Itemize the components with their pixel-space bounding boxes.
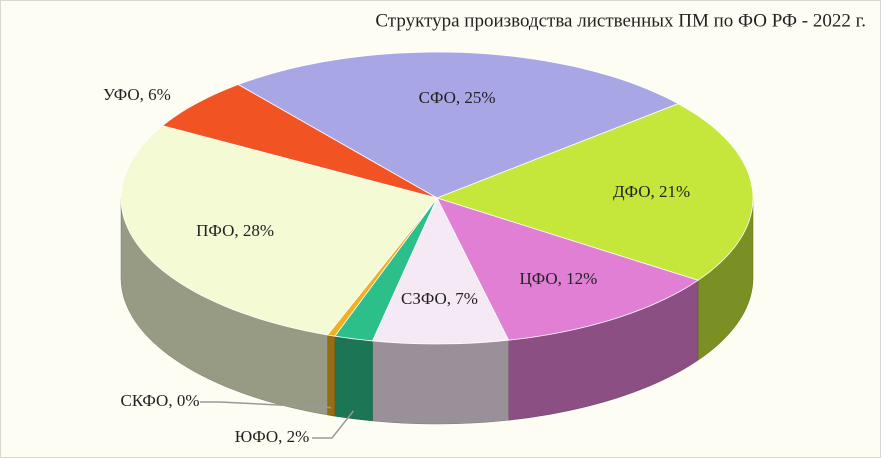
- pie-slice: [237, 51, 680, 199]
- pie-slice: [371, 197, 510, 345]
- data-label: СКФО, 0%: [120, 391, 199, 410]
- slice-side: [334, 335, 373, 422]
- data-label: ДФО, 21%: [613, 182, 690, 201]
- pie-slice: [435, 103, 754, 281]
- leader-line: [200, 401, 332, 409]
- pie-slice: [120, 125, 438, 336]
- slice-side: [372, 339, 509, 425]
- data-label: ЦФО, 12%: [519, 269, 597, 288]
- data-label: ЮФО, 2%: [235, 427, 310, 446]
- data-label: ПФО, 28%: [196, 221, 274, 240]
- data-label: СФО, 25%: [419, 88, 496, 107]
- leader-line: [312, 410, 355, 439]
- slice-side: [327, 334, 336, 417]
- data-label: СЗФО, 7%: [401, 289, 478, 308]
- pie-slice: [436, 197, 699, 341]
- chart-title: Структура производства лиственных ПМ по …: [375, 10, 866, 31]
- data-label: УФО, 6%: [103, 85, 171, 104]
- pie-slice: [161, 84, 438, 199]
